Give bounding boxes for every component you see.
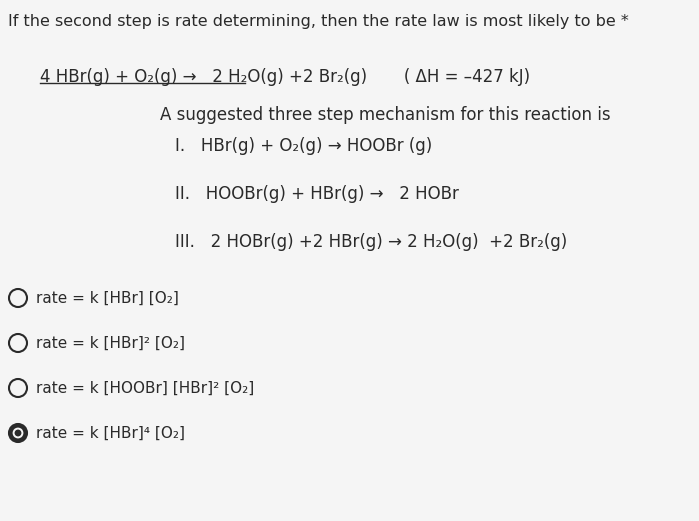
Text: III.   2 HOBr(g) +2 HBr(g) → 2 H₂O(g)  +2 Br₂(g): III. 2 HOBr(g) +2 HBr(g) → 2 H₂O(g) +2 B… (175, 233, 568, 251)
Text: rate = k [HBr]⁴ [O₂]: rate = k [HBr]⁴ [O₂] (36, 426, 185, 441)
Text: 4 HBr(g) + O₂(g) →   2 H₂O(g) +2 Br₂(g)       ( ΔH = –427 kJ): 4 HBr(g) + O₂(g) → 2 H₂O(g) +2 Br₂(g) ( … (40, 68, 530, 86)
Text: If the second step is rate determining, then the rate law is most likely to be *: If the second step is rate determining, … (8, 14, 628, 29)
Circle shape (9, 424, 27, 442)
Text: rate = k [HOOBr] [HBr]² [O₂]: rate = k [HOOBr] [HBr]² [O₂] (36, 381, 254, 396)
Text: rate = k [HBr] [O₂]: rate = k [HBr] [O₂] (36, 291, 179, 306)
Circle shape (15, 430, 22, 437)
Text: rate = k [HBr]² [O₂]: rate = k [HBr]² [O₂] (36, 336, 185, 351)
Text: A suggested three step mechanism for this reaction is: A suggested three step mechanism for thi… (160, 106, 611, 124)
Text: II.   HOOBr(g) + HBr(g) →   2 HOBr: II. HOOBr(g) + HBr(g) → 2 HOBr (175, 185, 459, 203)
Circle shape (13, 428, 23, 438)
Text: I.   HBr(g) + O₂(g) → HOOBr (g): I. HBr(g) + O₂(g) → HOOBr (g) (175, 137, 432, 155)
